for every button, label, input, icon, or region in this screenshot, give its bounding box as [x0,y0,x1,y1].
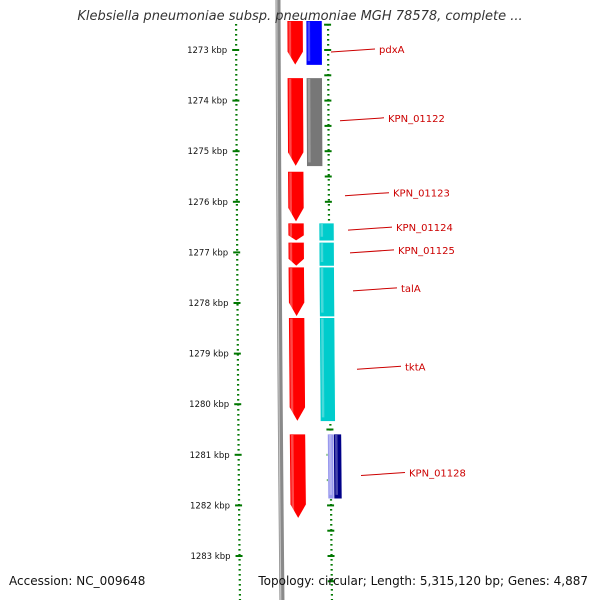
gene-sheen [288,21,292,62]
gene-feature [288,317,306,423]
gene-label: KPN_01125 [398,246,455,257]
gene-feature [286,20,304,66]
gene-feature [287,171,305,223]
gene-sheen [290,318,294,418]
gene-feature [333,433,343,500]
ruler-tick-label: 1282 kbp [190,501,230,511]
ruler-tick-label: 1274 kbp [187,97,227,107]
backbone-group [275,0,285,600]
gene-sheen [321,318,325,418]
ruler-tick-label: 1275 kbp [188,147,228,157]
gene-sheen [320,243,324,263]
gene-label: talA [401,284,421,295]
gc-track-right [326,23,334,600]
gene-sheen [289,268,293,313]
gene-feature [319,317,336,422]
gene-sheen [289,172,292,219]
gene-feature [287,222,305,242]
backbone-highlight [276,0,282,600]
label-leader-line [330,48,376,53]
ruler-tick-label: 1276 kbp [188,198,228,208]
gene-label: pdxA [379,45,405,56]
gene-feature [318,241,335,267]
gene-sheen [320,224,324,237]
label-leader-line [344,192,390,197]
gene-sheen [289,224,293,237]
gene-sheen [307,21,311,62]
ruler-ticks: 1273 kbp 1274 kbp 1275 kbp 1276 kbp 1277 kbp… [187,23,335,583]
gene-labels: pdxA KPN_01122 KPN_01123 KPN_01124 KPN_01125… [330,45,466,480]
gene-feature [318,222,335,242]
gene-label: KPN_01128 [409,469,466,480]
label-leader-line [347,226,393,231]
gene-label: KPN_01123 [393,189,450,200]
gene-sheen [334,435,339,495]
gene-feature [305,77,323,167]
label-leader-line [356,365,402,370]
ruler-tick-label: 1280 kbp [189,400,229,410]
label-leader-line [352,287,398,292]
gc-track-left [234,23,242,600]
label-leader-line [360,472,406,477]
accession-text: Accession: NC_009648 [9,574,146,588]
gene-sheen [290,435,295,515]
backbone-line [275,0,285,600]
ruler-tick-label: 1273 kbp [187,46,227,56]
ruler-tick-label: 1279 kbp [189,350,229,360]
gene-feature [318,266,335,317]
gene-label: KPN_01122 [388,114,445,125]
gene-feature [287,241,305,267]
label-leader-line [349,249,395,254]
ruler-tick-label: 1278 kbp [188,299,228,309]
gene-features [286,20,343,520]
gene-sheen [288,78,292,163]
topology-text: Topology: circular; Length: 5,315,120 bp… [258,574,588,588]
gene-feature [305,20,323,66]
gene-label: KPN_01124 [396,223,453,234]
ruler-tick-label: 1277 kbp [188,248,228,258]
gene-sheen [320,268,324,313]
label-leader-line [339,117,385,122]
map-title: Klebsiella pneumoniae subsp. pneumoniae … [77,9,523,24]
ruler-tick-label: 1281 kbp [190,451,230,461]
gene-sheen [289,243,293,263]
gene-feature [289,433,307,520]
gene-label: tktA [405,362,426,373]
gene-sheen [307,78,311,163]
gene-feature [287,266,305,318]
gene-feature [286,77,304,167]
ruler-tick-label: 1283 kbp [190,552,230,562]
gc-dotted-tracks [234,23,334,600]
gene-sheen [328,435,333,495]
